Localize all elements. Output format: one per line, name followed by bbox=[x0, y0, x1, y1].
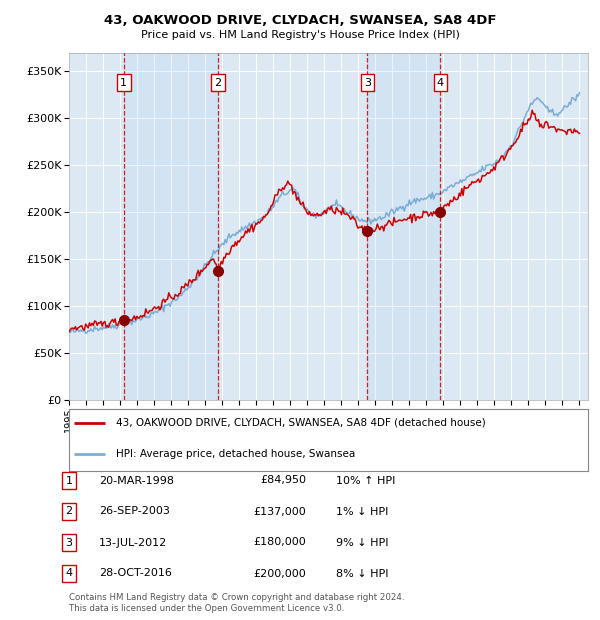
Text: 26-SEP-2003: 26-SEP-2003 bbox=[99, 507, 170, 516]
Text: £84,950: £84,950 bbox=[260, 476, 306, 485]
Text: Price paid vs. HM Land Registry's House Price Index (HPI): Price paid vs. HM Land Registry's House … bbox=[140, 30, 460, 40]
Bar bbox=[367, 53, 440, 400]
Text: £137,000: £137,000 bbox=[253, 507, 306, 516]
Text: 1% ↓ HPI: 1% ↓ HPI bbox=[336, 507, 388, 516]
Text: 28-OCT-2016: 28-OCT-2016 bbox=[99, 569, 172, 578]
Text: 20-MAR-1998: 20-MAR-1998 bbox=[99, 476, 174, 485]
Text: 8% ↓ HPI: 8% ↓ HPI bbox=[336, 569, 389, 578]
Text: £200,000: £200,000 bbox=[253, 569, 306, 578]
Bar bbox=[124, 53, 218, 400]
Text: 1: 1 bbox=[120, 78, 127, 87]
Text: 4: 4 bbox=[65, 569, 73, 578]
Text: 43, OAKWOOD DRIVE, CLYDACH, SWANSEA, SA8 4DF (detached house): 43, OAKWOOD DRIVE, CLYDACH, SWANSEA, SA8… bbox=[116, 418, 485, 428]
Text: 10% ↑ HPI: 10% ↑ HPI bbox=[336, 476, 395, 485]
Text: 3: 3 bbox=[364, 78, 371, 87]
Text: 43, OAKWOOD DRIVE, CLYDACH, SWANSEA, SA8 4DF: 43, OAKWOOD DRIVE, CLYDACH, SWANSEA, SA8… bbox=[104, 14, 496, 27]
Text: 1: 1 bbox=[65, 476, 73, 485]
Text: 9% ↓ HPI: 9% ↓ HPI bbox=[336, 538, 389, 547]
Text: 2: 2 bbox=[214, 78, 221, 87]
Text: £180,000: £180,000 bbox=[253, 538, 306, 547]
Text: Contains HM Land Registry data © Crown copyright and database right 2024.
This d: Contains HM Land Registry data © Crown c… bbox=[69, 593, 404, 613]
Text: HPI: Average price, detached house, Swansea: HPI: Average price, detached house, Swan… bbox=[116, 449, 355, 459]
Text: 13-JUL-2012: 13-JUL-2012 bbox=[99, 538, 167, 547]
Text: 3: 3 bbox=[65, 538, 73, 547]
Text: 4: 4 bbox=[437, 78, 444, 87]
Text: 2: 2 bbox=[65, 507, 73, 516]
